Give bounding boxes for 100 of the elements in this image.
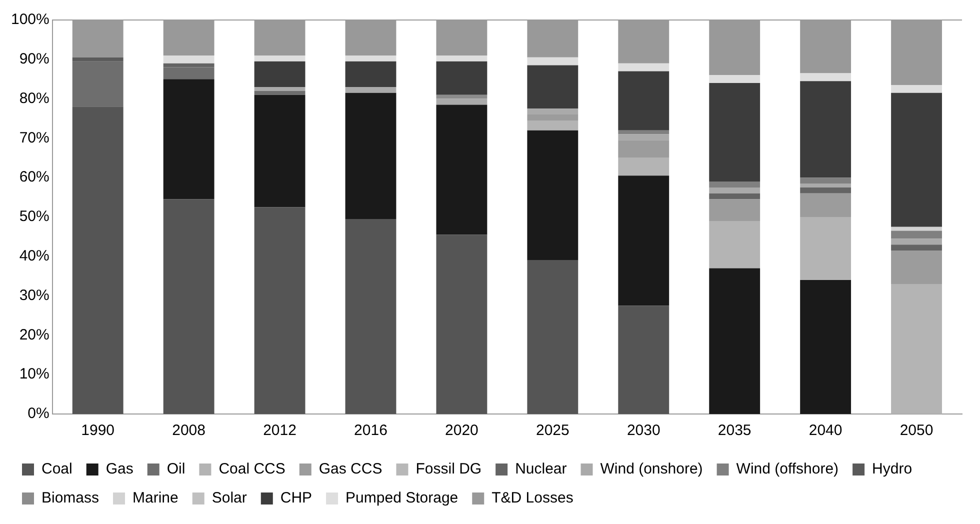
bar <box>800 217 852 280</box>
bar <box>709 187 760 194</box>
bar <box>709 199 760 221</box>
legend-label: Fossil DG <box>416 460 482 478</box>
bar <box>891 250 942 284</box>
legend-label: Solar <box>212 490 247 507</box>
y-tick-label: 20% <box>19 326 50 344</box>
bar <box>254 86 306 91</box>
legend-label: Wind (offshore) <box>736 460 839 478</box>
bar <box>527 120 578 130</box>
bar <box>345 218 396 414</box>
bar <box>163 199 214 414</box>
bar <box>254 90 306 95</box>
legend-label: Coal <box>42 460 72 478</box>
bar <box>709 182 760 188</box>
x-tick-label: 1990 <box>81 422 115 440</box>
bar <box>800 178 852 184</box>
y-tick-label: 100% <box>10 11 50 28</box>
bar <box>709 75 760 84</box>
legend-label: Marine <box>132 490 178 507</box>
legend-label: Hydro <box>872 460 912 478</box>
bar <box>709 193 760 200</box>
bar <box>709 83 760 182</box>
bar <box>800 184 852 188</box>
bar <box>527 65 578 109</box>
bar <box>163 79 214 200</box>
bar <box>436 55 488 62</box>
bar <box>163 67 214 80</box>
bar <box>254 94 306 208</box>
y-tick-label: 60% <box>19 168 50 186</box>
bar <box>254 55 306 62</box>
legend-label: Gas <box>106 460 134 478</box>
y-tick-label: 0% <box>28 405 50 422</box>
bar <box>800 81 852 178</box>
bar <box>891 284 942 414</box>
bar <box>72 57 124 62</box>
bar <box>618 134 670 140</box>
bar <box>800 73 852 82</box>
bar <box>800 193 852 217</box>
x-tick-label: 2025 <box>536 422 570 440</box>
bar <box>527 108 578 115</box>
bar <box>345 86 396 93</box>
legend-label: Pumped Storage <box>346 490 458 507</box>
bar <box>345 92 396 219</box>
legend-label: Biomass <box>42 490 100 507</box>
x-tick-label: 2008 <box>172 422 206 440</box>
bar <box>709 268 760 414</box>
bar <box>72 106 124 414</box>
bar <box>800 187 852 194</box>
bar <box>891 230 942 239</box>
bar <box>618 306 670 414</box>
x-tick-label: 2050 <box>900 422 934 440</box>
bar <box>436 94 488 99</box>
bar <box>254 207 306 414</box>
legend-label: CHP <box>280 490 312 507</box>
y-tick-label: 70% <box>19 129 50 146</box>
legend-label: T&D Losses <box>492 490 574 507</box>
y-tick-label: 40% <box>19 248 50 265</box>
y-tick-label: 10% <box>19 366 50 383</box>
bar <box>527 57 578 66</box>
bar <box>891 85 942 93</box>
legend-label: Nuclear <box>515 460 567 478</box>
bar <box>618 63 670 72</box>
bar <box>436 61 488 95</box>
bar <box>891 92 942 227</box>
bar <box>891 226 942 231</box>
x-tick-label: 2030 <box>626 422 660 440</box>
y-tick-label: 90% <box>19 50 50 68</box>
y-tick-label: 30% <box>19 286 50 304</box>
legend-label: Gas CCS <box>318 460 382 478</box>
bar <box>709 220 760 268</box>
bar <box>800 280 852 414</box>
bar <box>436 98 488 105</box>
bar <box>527 130 578 260</box>
bar <box>618 158 670 176</box>
bar <box>345 55 396 62</box>
bar <box>436 104 488 235</box>
legend-label: Coal CCS <box>218 460 286 478</box>
bar <box>891 238 942 245</box>
bar <box>163 55 214 64</box>
bar <box>436 234 488 414</box>
bar <box>891 244 942 250</box>
x-tick-label: 2020 <box>445 422 478 440</box>
bar <box>618 130 670 134</box>
legend-label: Wind (onshore) <box>600 460 703 478</box>
legend-label: Oil <box>166 460 186 478</box>
x-tick-label: 2040 <box>808 422 842 440</box>
y-tick-label: 50% <box>19 208 50 226</box>
bar <box>618 71 670 130</box>
x-tick-label: 2035 <box>718 422 752 440</box>
bar <box>527 114 578 120</box>
bar <box>254 61 306 87</box>
bar <box>618 176 670 306</box>
bar <box>345 61 396 87</box>
bar <box>618 140 670 158</box>
y-tick-label: 80% <box>19 90 50 107</box>
bar <box>527 260 578 414</box>
bar <box>72 61 124 107</box>
x-tick-label: 2012 <box>263 422 296 440</box>
x-tick-label: 2016 <box>354 422 388 440</box>
